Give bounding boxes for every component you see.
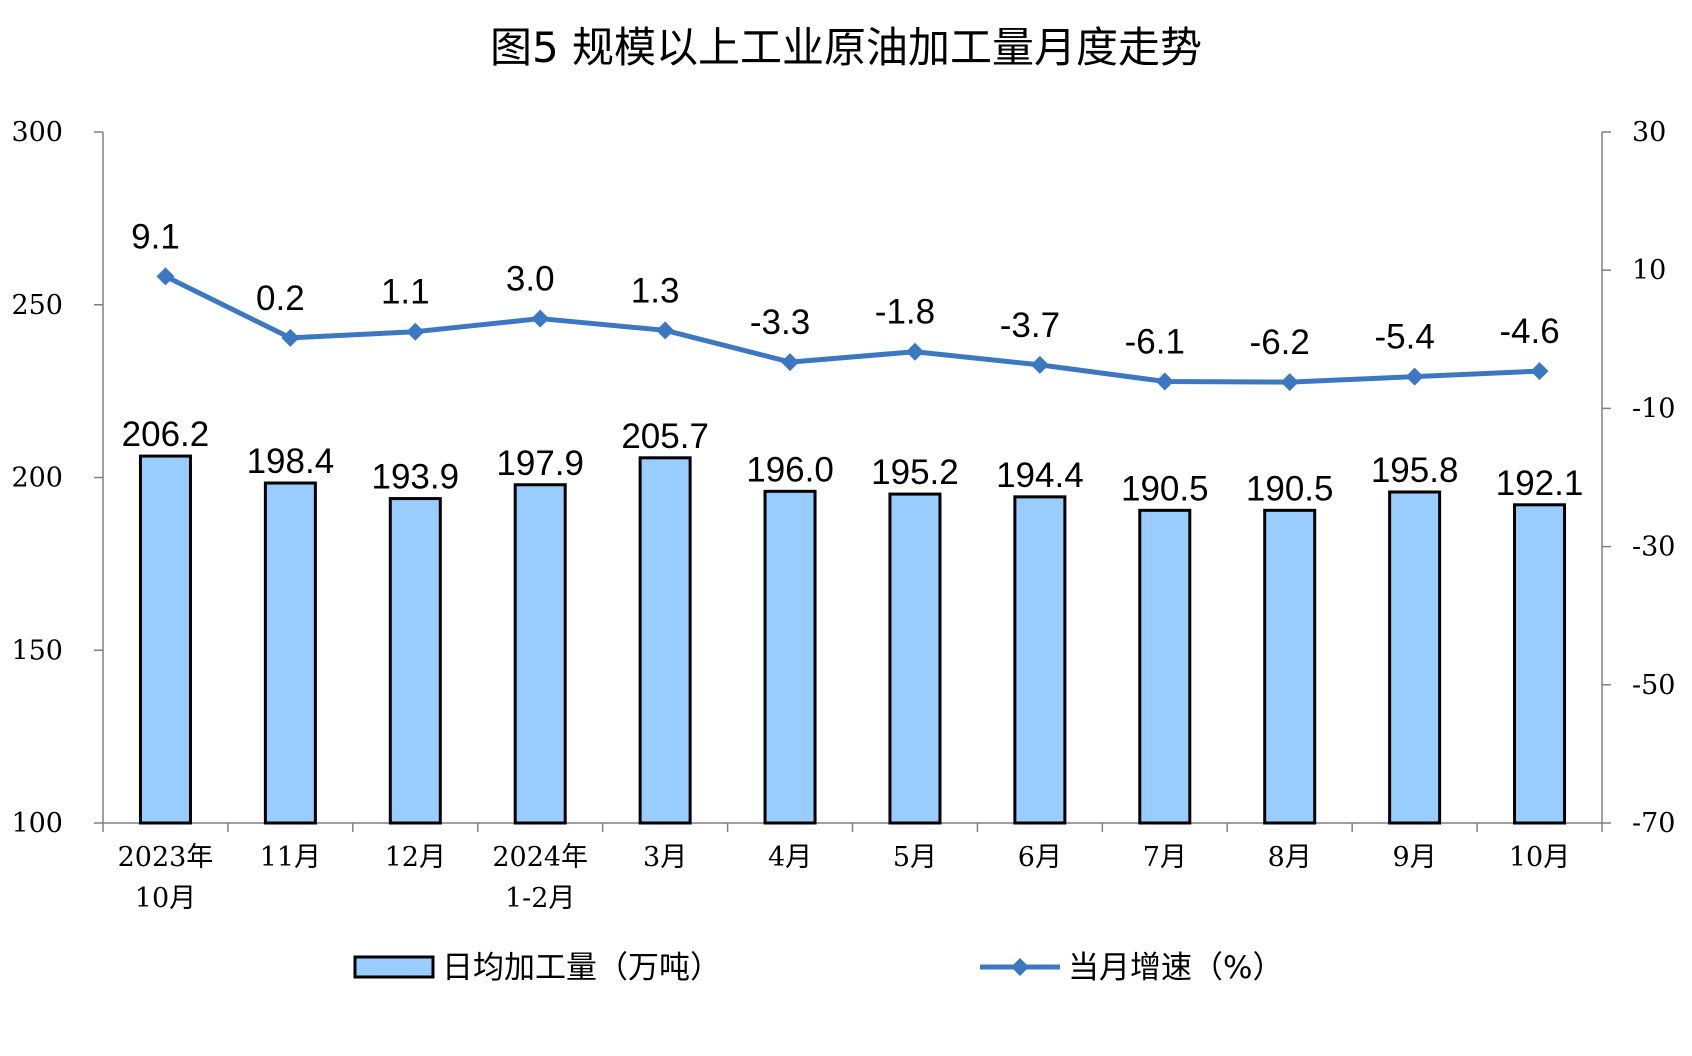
growth-rate-line bbox=[164, 274, 1540, 385]
line-value-label: -5.4 bbox=[1374, 318, 1434, 357]
line-point-marker bbox=[406, 322, 425, 341]
category-label: 5月 bbox=[893, 842, 937, 873]
line-point-marker bbox=[905, 342, 924, 361]
line-value-label: 3.0 bbox=[506, 260, 555, 299]
chart-title: 图5 规模以上工业原油加工量月度走势 bbox=[489, 23, 1203, 72]
line-point-marker bbox=[1030, 355, 1049, 374]
bar-data-labels: 206.2 198.4 193.9 197.9 205.7 196.0 195.2 194.4… bbox=[122, 415, 1584, 508]
line-value-label: 1.1 bbox=[381, 273, 430, 312]
line-point-marker bbox=[1280, 373, 1299, 392]
left-tick-label: 100 bbox=[11, 808, 63, 839]
category-labels: 2023年 10月 11月 12月 2024年 1-2月 3月 4月 5月 6月 7月 8月 9月 10月 bbox=[118, 842, 1571, 914]
right-axis-ticks: -70 -50 -30 -10 10 30 bbox=[1602, 117, 1675, 839]
bar-value-label: 196.0 bbox=[746, 450, 834, 489]
line-value-label: -3.3 bbox=[750, 303, 810, 342]
bar bbox=[1138, 508, 1192, 825]
right-tick-label: -50 bbox=[1632, 670, 1675, 701]
line-value-label: -6.1 bbox=[1125, 322, 1185, 361]
line-value-label: 0.2 bbox=[256, 279, 305, 318]
line-point-marker bbox=[1155, 372, 1174, 391]
right-tick-label: -70 bbox=[1632, 808, 1675, 839]
bar bbox=[138, 454, 192, 825]
right-tick-label: -10 bbox=[1632, 393, 1675, 424]
legend-line-label: 当月增速（%） bbox=[1068, 950, 1283, 986]
line-value-label: -3.7 bbox=[1000, 306, 1060, 345]
bar bbox=[1263, 508, 1317, 825]
bar bbox=[763, 489, 817, 825]
category-label: 8月 bbox=[1268, 842, 1312, 873]
category-label: 10月 bbox=[1509, 842, 1570, 873]
category-label: 12月 bbox=[385, 842, 446, 873]
line-point-marker bbox=[1405, 367, 1424, 386]
bar-series bbox=[138, 454, 1567, 825]
left-tick-label: 150 bbox=[11, 635, 63, 666]
bar bbox=[388, 497, 442, 825]
bar bbox=[1513, 503, 1567, 825]
legend-bar-swatch bbox=[353, 955, 435, 979]
bar-value-label: 190.5 bbox=[1121, 469, 1209, 508]
line-point-marker bbox=[781, 353, 800, 372]
bar bbox=[1013, 495, 1067, 825]
category-label: 1-2月 bbox=[505, 883, 575, 914]
chart-legend: 日均加工量（万吨） 当月增速（%） bbox=[353, 950, 1283, 986]
category-label: 4月 bbox=[768, 842, 812, 873]
left-tick-label: 250 bbox=[11, 290, 63, 321]
left-tick-label: 200 bbox=[11, 463, 63, 494]
line-series bbox=[156, 267, 1549, 392]
legend-bar-label: 日均加工量（万吨） bbox=[442, 950, 721, 986]
line-point-marker bbox=[156, 267, 175, 286]
bar bbox=[888, 492, 942, 825]
bar bbox=[638, 456, 692, 825]
category-label: 10月 bbox=[135, 883, 196, 914]
line-point-marker bbox=[281, 328, 300, 347]
bar-value-label: 205.7 bbox=[621, 417, 709, 456]
legend-line-marker bbox=[1011, 958, 1029, 976]
bar bbox=[513, 483, 567, 825]
line-point-marker bbox=[656, 321, 675, 340]
left-axis-ticks: 100 150 200 250 300 bbox=[11, 117, 103, 839]
line-value-label: -1.8 bbox=[875, 293, 935, 332]
category-label: 3月 bbox=[643, 842, 687, 873]
bar-value-label: 195.8 bbox=[1371, 451, 1459, 490]
bar-value-label: 193.9 bbox=[371, 458, 459, 497]
bar-value-label: 192.1 bbox=[1496, 464, 1584, 503]
line-point-marker bbox=[1530, 362, 1549, 381]
line-value-label: -4.6 bbox=[1499, 312, 1559, 351]
line-value-label: -6.2 bbox=[1250, 323, 1310, 362]
right-tick-label: 30 bbox=[1632, 117, 1666, 148]
category-label: 6月 bbox=[1018, 842, 1062, 873]
bar-value-label: 195.2 bbox=[871, 453, 959, 492]
left-tick-label: 300 bbox=[11, 117, 63, 148]
category-label: 2024年 bbox=[492, 842, 588, 873]
category-label: 2023年 bbox=[118, 842, 214, 873]
chart-axes bbox=[102, 132, 1603, 832]
bar bbox=[1388, 490, 1442, 825]
bar-value-label: 190.5 bbox=[1246, 469, 1334, 508]
category-label: 9月 bbox=[1393, 842, 1437, 873]
right-tick-label: 10 bbox=[1632, 255, 1666, 286]
line-value-label: 9.1 bbox=[131, 217, 180, 256]
bar-value-label: 197.9 bbox=[496, 444, 584, 483]
right-tick-label: -30 bbox=[1632, 532, 1675, 563]
line-value-label: 1.3 bbox=[631, 271, 680, 310]
line-data-labels: 9.1 0.2 1.1 3.0 1.3 -3.3 -1.8 -3.7 -6.1 -6.2 -5.4 -… bbox=[131, 217, 1560, 362]
category-label: 11月 bbox=[260, 842, 321, 873]
bar-value-label: 198.4 bbox=[247, 442, 335, 481]
bar bbox=[263, 481, 317, 825]
bar-value-label: 194.4 bbox=[996, 456, 1084, 495]
line-point-marker bbox=[531, 309, 550, 328]
category-label: 7月 bbox=[1143, 842, 1187, 873]
bar-value-label: 206.2 bbox=[122, 415, 210, 454]
